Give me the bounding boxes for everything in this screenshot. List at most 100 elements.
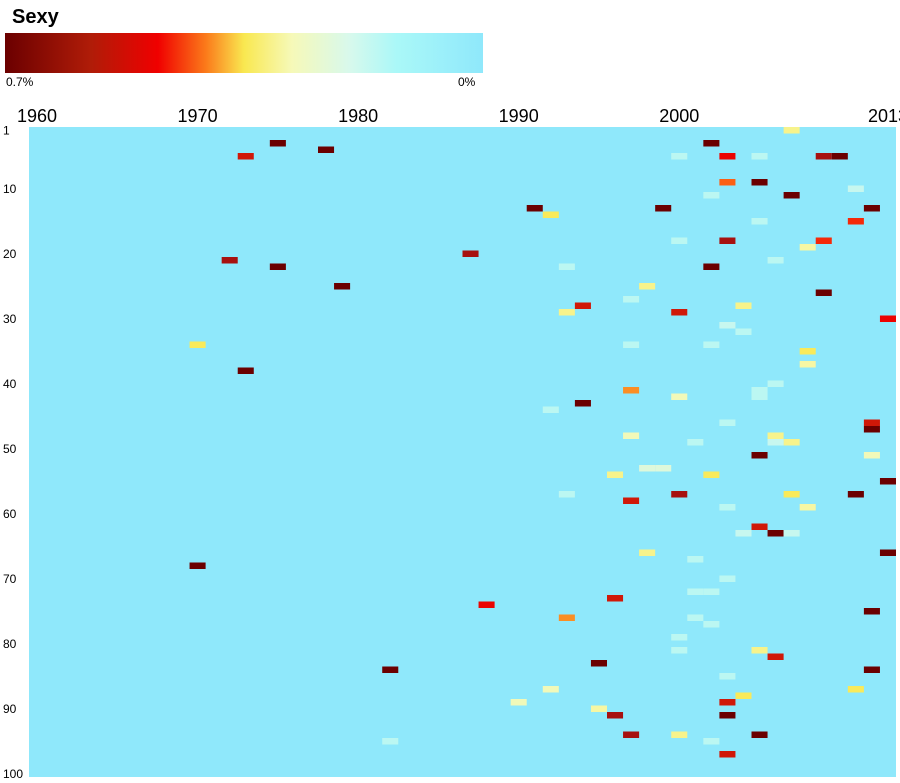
heatmap-cell [639, 283, 656, 290]
heatmap-cell [687, 556, 704, 563]
heatmap-cell [703, 140, 720, 147]
heatmap-cell [237, 367, 254, 374]
heatmap-cell [751, 393, 768, 400]
heatmap-cell [783, 127, 800, 134]
heatmap-cell [671, 237, 688, 244]
heatmap-cell [478, 601, 495, 608]
heatmap-cell [607, 595, 624, 602]
heatmap-cell [767, 432, 784, 439]
heatmap-cell [719, 504, 736, 511]
heatmap-cell [189, 562, 206, 569]
heatmap-cell [751, 387, 768, 394]
heatmap-cell [767, 653, 784, 660]
heatmap-cell [815, 153, 832, 160]
heatmap-cell [735, 692, 752, 699]
heatmap-cell [623, 296, 640, 303]
heatmap-cell [815, 237, 832, 244]
y-tick-label: 80 [3, 637, 17, 651]
heatmap-cell [719, 712, 736, 719]
heatmap-cell [655, 465, 672, 472]
heatmap-cell [767, 530, 784, 537]
legend-low-label: 0% [458, 75, 476, 89]
heatmap-cell [847, 491, 864, 498]
heatmap-cell [542, 211, 559, 218]
heatmap-cell [221, 257, 238, 264]
heatmap-cell [639, 549, 656, 556]
heatmap-cell [799, 348, 816, 355]
heatmap-cell [623, 432, 640, 439]
heatmap-cell [847, 686, 864, 693]
heatmap-cell [623, 341, 640, 348]
heatmap-cell [751, 153, 768, 160]
heatmap-cell [783, 192, 800, 199]
heatmap-cell [879, 315, 896, 322]
heatmap-cell [382, 666, 399, 673]
heatmap-cell [719, 699, 736, 706]
heatmap-cell [703, 263, 720, 270]
heatmap-cell [671, 309, 688, 316]
x-tick-label: 2000 [659, 106, 699, 126]
heatmap-cell [719, 673, 736, 680]
heatmap-cell [574, 400, 591, 407]
heatmap-cell [590, 705, 607, 712]
heatmap-cell [767, 439, 784, 446]
heatmap-cell [815, 289, 832, 296]
heatmap-cell [318, 146, 335, 153]
heatmap-cell [751, 179, 768, 186]
legend-high-label: 0.7% [6, 75, 34, 89]
heatmap-cell [623, 387, 640, 394]
heatmap-cell [847, 218, 864, 225]
heatmap-cell [671, 634, 688, 641]
heatmap-cell [751, 218, 768, 225]
heatmap-cell [863, 205, 880, 212]
heatmap-cell [671, 153, 688, 160]
heatmap-cell [671, 491, 688, 498]
heatmap-cell [510, 699, 527, 706]
heatmap-cell [623, 731, 640, 738]
heatmap-cell [558, 614, 575, 621]
heatmap-cell [863, 666, 880, 673]
heatmap-cell [671, 393, 688, 400]
heatmap-cell [542, 406, 559, 413]
heatmap-cell [719, 153, 736, 160]
heatmap-cell [703, 621, 720, 628]
x-tick-label: 1990 [499, 106, 539, 126]
heatmap-cell [735, 328, 752, 335]
heatmap-cell [751, 523, 768, 530]
heatmap-cell [783, 530, 800, 537]
y-tick-label: 20 [3, 247, 17, 261]
heatmap-cell [799, 361, 816, 368]
heatmap-cells [189, 127, 896, 758]
heatmap-cell [703, 192, 720, 199]
heatmap-cell [831, 153, 848, 160]
heatmap-cell [382, 738, 399, 745]
heatmap-cell [671, 731, 688, 738]
heatmap-cell [719, 179, 736, 186]
heatmap-cell [751, 452, 768, 459]
y-tick-label: 30 [3, 312, 17, 326]
heatmap-cell [269, 140, 286, 147]
heatmap-cell [558, 309, 575, 316]
heatmap-cell [655, 205, 672, 212]
heatmap-cell [703, 738, 720, 745]
heatmap-cell [703, 341, 720, 348]
heatmap-cell [767, 257, 784, 264]
heatmap-cell [687, 588, 704, 595]
heatmap-cell [879, 549, 896, 556]
heatmap-cell [526, 205, 543, 212]
color-scale-bar [5, 33, 483, 73]
x-tick-label: 1960 [17, 106, 57, 126]
heatmap-cell [671, 647, 688, 654]
y-tick-label: 50 [3, 442, 17, 456]
heatmap-cell [189, 341, 206, 348]
y-tick-label: 1 [3, 123, 10, 137]
legend-title: Sexy [12, 6, 59, 28]
heatmap-cell [719, 237, 736, 244]
heatmap-cell [607, 712, 624, 719]
heatmap-cell [863, 608, 880, 615]
heatmap-cell [799, 504, 816, 511]
heatmap-cell [719, 322, 736, 329]
heatmap-cell [863, 419, 880, 426]
heatmap-cell [735, 530, 752, 537]
y-tick-label: 100 [3, 767, 23, 781]
